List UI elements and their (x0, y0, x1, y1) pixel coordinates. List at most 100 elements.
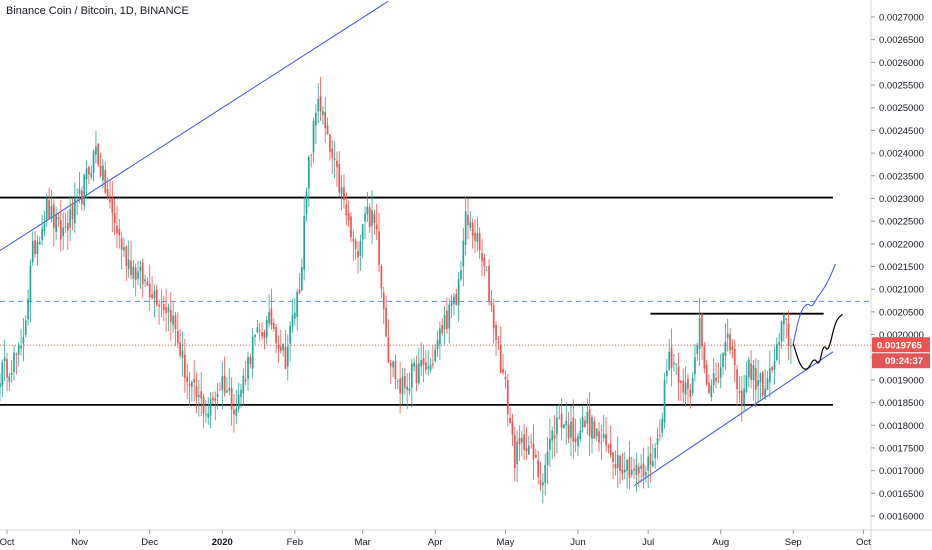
candle (176, 312, 179, 349)
candle (385, 295, 387, 337)
candle (457, 272, 460, 322)
candle (408, 372, 411, 395)
candle (237, 382, 240, 413)
candle (490, 289, 493, 312)
candle (401, 367, 404, 405)
candle (392, 360, 394, 378)
lower-trendline[interactable] (633, 351, 834, 487)
candle (647, 446, 650, 489)
candle (633, 458, 635, 479)
bearish-projection-path[interactable] (792, 313, 843, 370)
candle (181, 331, 184, 377)
candle (158, 299, 160, 325)
candle (242, 368, 245, 406)
candle (315, 104, 317, 144)
y-tick-label: 0.0025500 (879, 81, 924, 92)
candle (565, 401, 568, 445)
projections[interactable] (792, 263, 843, 370)
candle (373, 209, 376, 235)
candle (106, 177, 109, 200)
candle (130, 241, 132, 280)
candle (375, 204, 378, 240)
candle (141, 258, 144, 298)
y-axis[interactable]: 0.0027000 0.0026500 0.0026000 0.0025500 0.00… (871, 13, 930, 523)
candle (160, 289, 163, 318)
candle (90, 165, 93, 180)
candle (586, 398, 589, 435)
candle (616, 436, 619, 488)
candle (666, 359, 668, 384)
candle (499, 326, 502, 374)
candle (347, 200, 350, 228)
candle (308, 155, 310, 207)
candle (88, 165, 90, 185)
candle (137, 260, 139, 286)
candle (483, 253, 486, 276)
candle (415, 355, 418, 392)
candle (598, 422, 600, 452)
candle (471, 218, 474, 249)
candle (212, 392, 214, 405)
candle (34, 231, 36, 259)
candle (296, 288, 299, 331)
candle (403, 367, 406, 395)
candle (340, 174, 343, 210)
candle (198, 380, 200, 417)
candle (125, 245, 128, 282)
candle (698, 297, 701, 367)
candle (790, 338, 792, 365)
y-tick-label: 0.0022500 (879, 217, 924, 228)
candle (277, 335, 280, 363)
candle (193, 360, 196, 402)
candle (605, 417, 607, 453)
candle (761, 370, 764, 399)
candle (331, 140, 334, 174)
candle (275, 324, 277, 353)
chart-title: Binance Coin / Bitcoin, 1D, BINANCE (6, 5, 189, 17)
candle (467, 198, 469, 240)
candle (675, 363, 678, 375)
candle (712, 357, 715, 394)
candle (191, 380, 193, 402)
candle (43, 210, 46, 237)
candle (396, 378, 399, 390)
candle (205, 399, 207, 424)
y-tick-label: 0.0021000 (879, 285, 924, 296)
candle (270, 288, 273, 330)
candle (567, 412, 570, 444)
countdown-label: 09:24:37 (885, 356, 923, 367)
candle (1, 359, 4, 398)
candle (219, 382, 221, 391)
candle (649, 436, 652, 484)
candle (207, 397, 210, 425)
candle (95, 131, 97, 164)
candle (78, 171, 81, 204)
candle (27, 289, 29, 326)
y-tick-label: 0.0024500 (879, 126, 924, 137)
y-tick-label: 0.0023000 (879, 194, 924, 205)
y-tick-label: 0.0020000 (879, 330, 924, 341)
candles (0, 76, 792, 504)
candle (364, 206, 366, 239)
candle (640, 453, 642, 483)
candle (120, 231, 123, 270)
bullish-projection-path[interactable] (792, 263, 836, 344)
candle (612, 451, 614, 480)
y-tick-label: 0.0020500 (879, 307, 924, 318)
candle (50, 190, 53, 223)
candle (188, 372, 191, 406)
candle (460, 261, 462, 282)
candle (783, 312, 785, 343)
candle (623, 452, 626, 479)
candle (139, 260, 142, 289)
candle (38, 236, 41, 245)
upper-trendline[interactable] (0, 0, 389, 252)
candle (92, 148, 95, 182)
candle (109, 179, 111, 209)
candle (715, 362, 717, 389)
candle (394, 354, 397, 389)
x-axis[interactable]: Oct Nov Dec 2020 Feb Mar Apr May Jun Jul Aug Sep Oct (0, 530, 871, 548)
